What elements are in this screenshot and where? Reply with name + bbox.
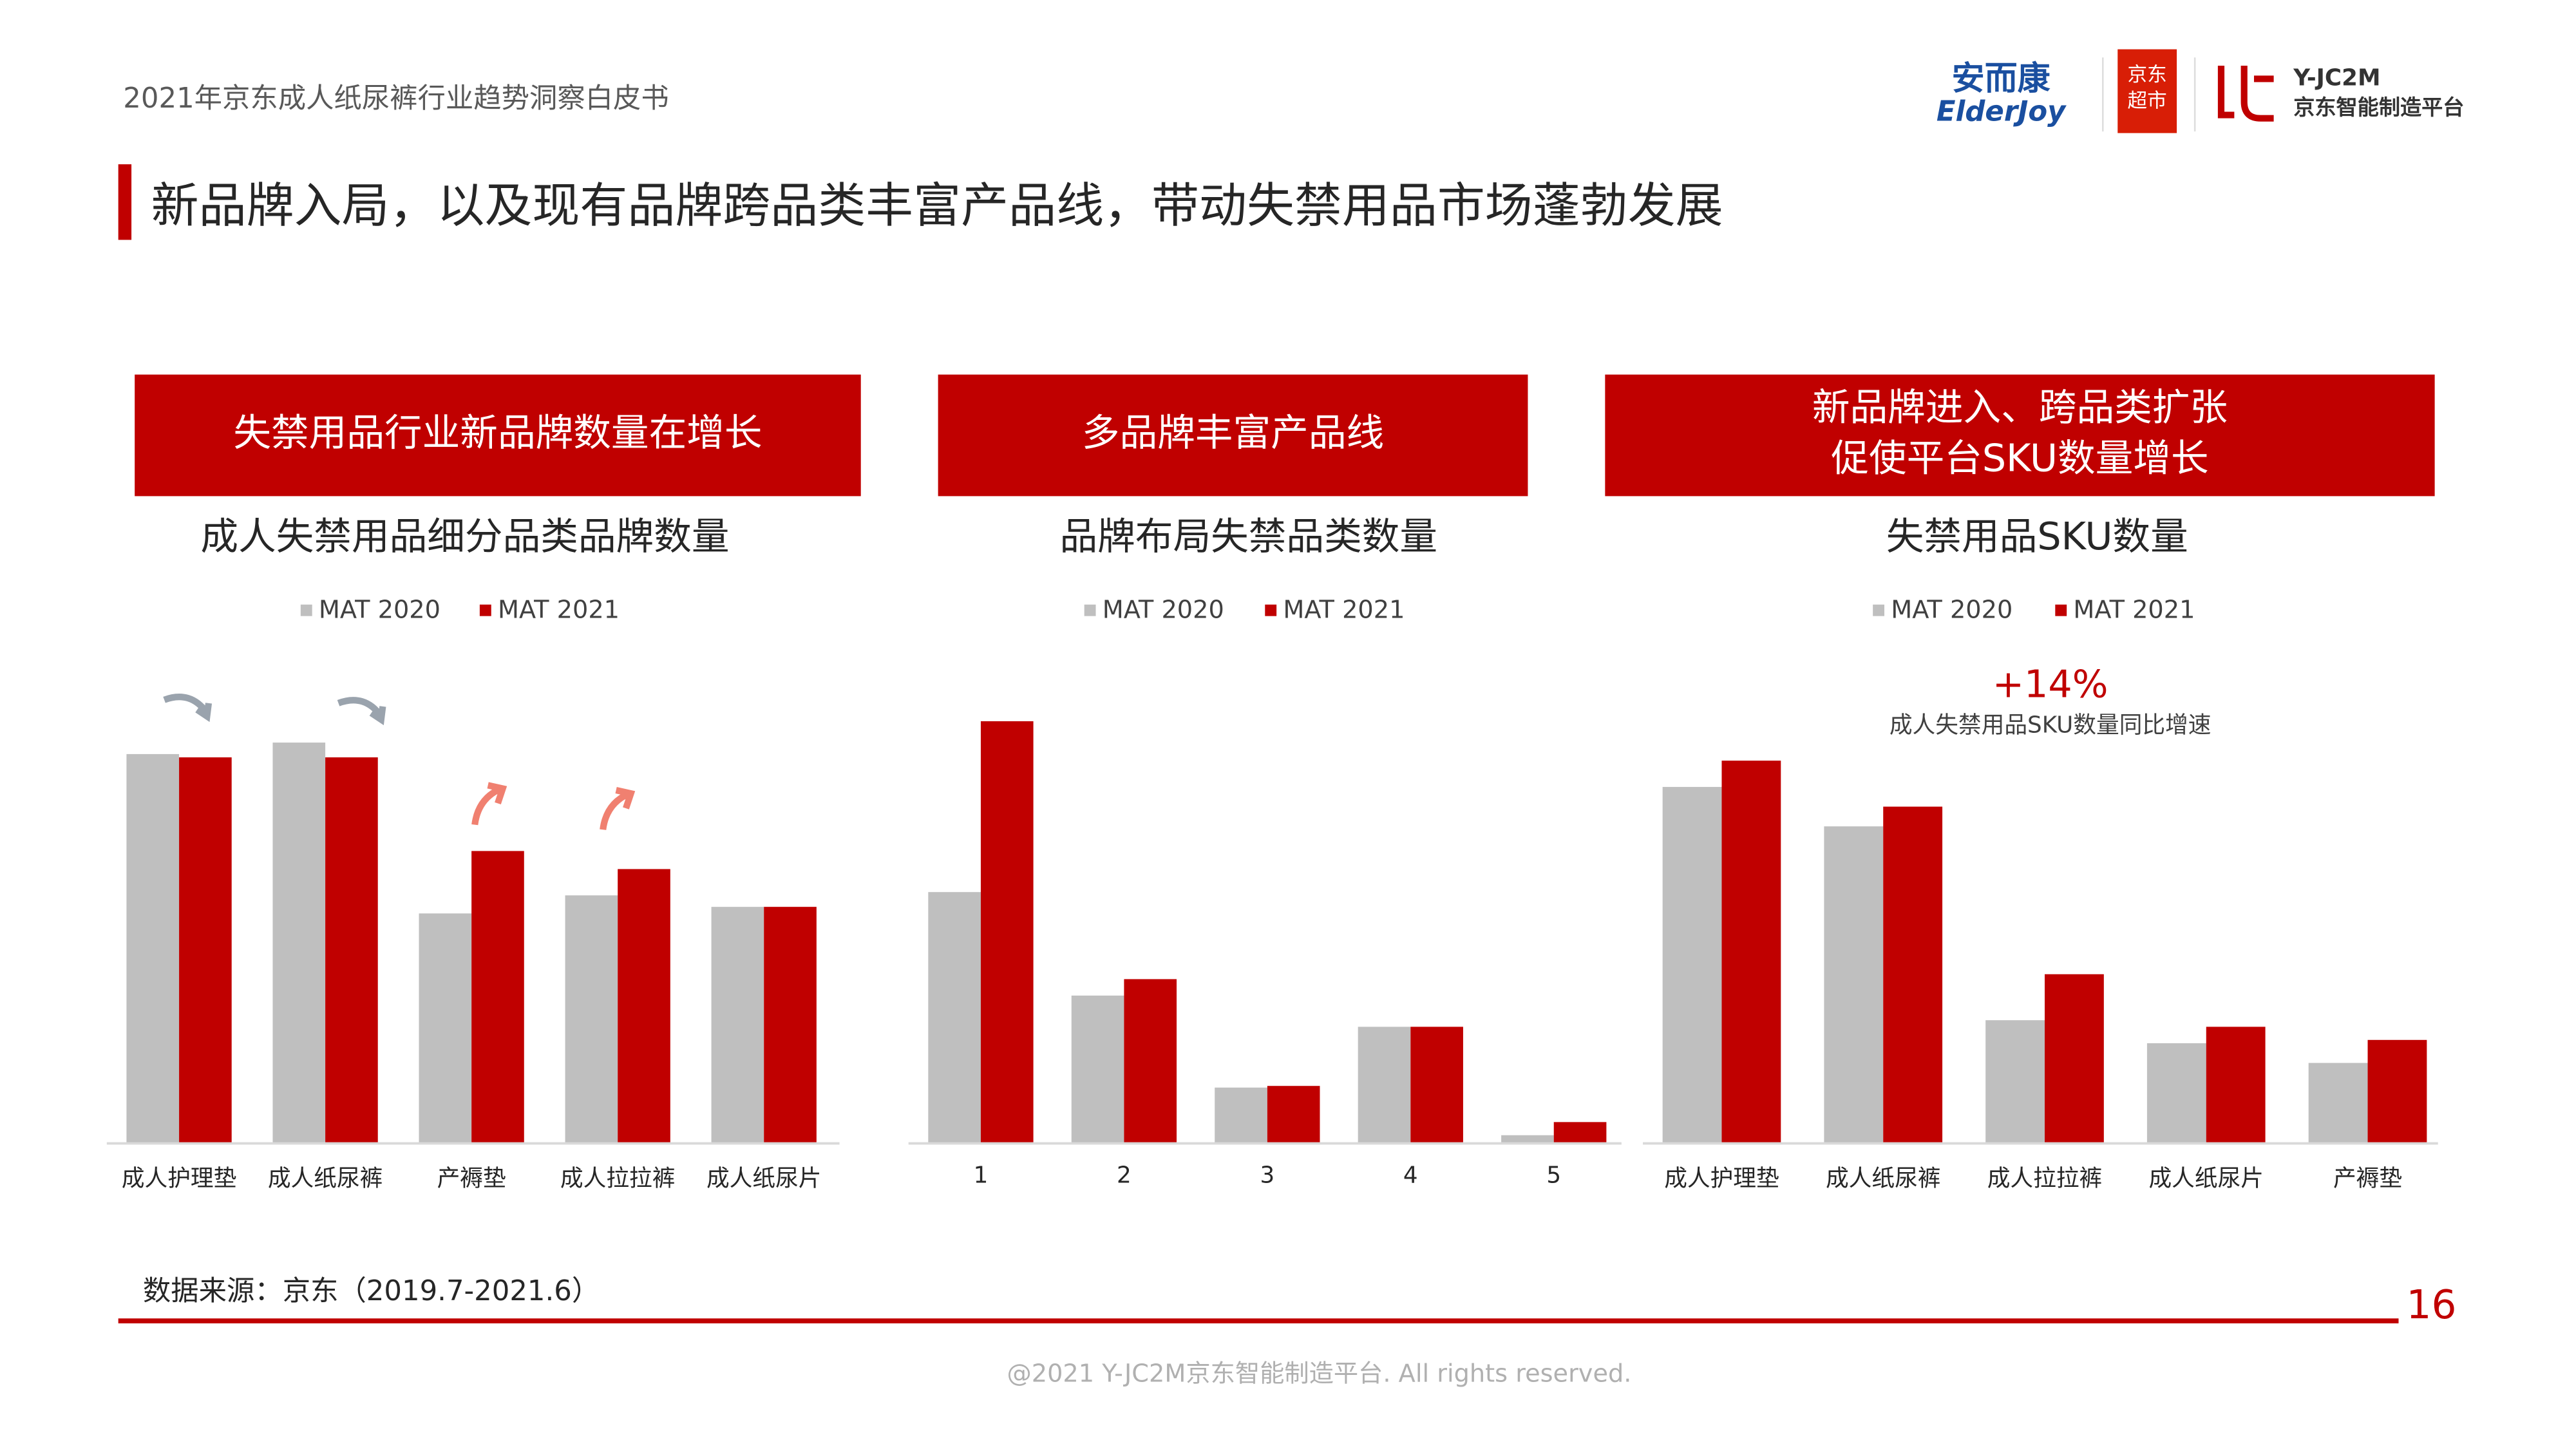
- bar: [179, 757, 232, 1144]
- bar: [1358, 1027, 1411, 1144]
- x-tick-label: 1: [974, 1162, 989, 1189]
- logo-text: ElderJoy: [1937, 96, 2067, 128]
- x-tick-label: 产褥垫: [437, 1166, 506, 1192]
- legend-label: MAT 2020: [1103, 595, 1224, 624]
- bar: [272, 743, 326, 1144]
- bar: [1267, 1086, 1320, 1144]
- x-tick-label: 产褥垫: [2333, 1166, 2402, 1192]
- bar: [1553, 1122, 1607, 1144]
- bar: [1883, 806, 1943, 1144]
- x-tick-label: 成人纸尿裤: [1826, 1166, 1941, 1192]
- banner-text: 促使平台SKU数量增长: [1831, 437, 2208, 480]
- bar: [928, 892, 981, 1144]
- bar: [2146, 1043, 2206, 1144]
- banner-text: 失禁用品行业新品牌数量在增长: [233, 411, 762, 455]
- legend-label: MAT 2020: [1891, 595, 2012, 624]
- chart-title: 失禁用品SKU数量: [1886, 515, 2188, 558]
- report-title: 2021年京东成人纸尿裤行业趋势洞察白皮书: [123, 82, 668, 115]
- x-tick-label: 成人纸尿片: [706, 1166, 822, 1192]
- banner: [938, 374, 1528, 497]
- x-tick-label: 成人拉拉裤: [1987, 1166, 2103, 1192]
- bar: [1215, 1087, 1267, 1144]
- x-tick-label: 成人护理垫: [1664, 1166, 1779, 1192]
- bar: [618, 869, 670, 1144]
- bar: [764, 907, 817, 1144]
- banner-text: 多品牌丰富产品线: [1082, 411, 1384, 455]
- logo-text: 安而康: [1952, 60, 2050, 98]
- bar: [1410, 1027, 1463, 1144]
- x-tick-label: 成人纸尿片: [2148, 1166, 2264, 1192]
- bar: [325, 757, 378, 1144]
- bar: [1662, 786, 1722, 1144]
- legend-label: MAT 2020: [319, 595, 440, 624]
- x-tick-label: 成人护理垫: [122, 1166, 237, 1192]
- decor-arrow: [600, 787, 636, 831]
- legend-swatch: [479, 604, 491, 616]
- headline: 新品牌入局，以及现有品牌跨品类丰富产品线，带动失禁用品市场蓬勃发展: [151, 178, 1723, 233]
- legend-label: MAT 2021: [498, 595, 620, 624]
- logo-text: 京东智能制造平台: [2293, 95, 2464, 120]
- x-tick-label: 3: [1260, 1162, 1274, 1189]
- decor-arrow: [337, 697, 386, 726]
- bar: [2367, 1039, 2427, 1144]
- bar: [1501, 1135, 1554, 1144]
- decor-arrow: [163, 694, 213, 723]
- source: 数据来源：京东（2019.7-2021.6）: [143, 1275, 600, 1307]
- logo-text: Y-JC2M: [2293, 64, 2380, 91]
- headline-marker: [118, 164, 132, 240]
- decor-arrow: [471, 782, 507, 826]
- banner-text: 新品牌进入、跨品类扩张: [1812, 386, 2228, 430]
- chart-title: 品牌布局失禁品类数量: [1059, 515, 1437, 558]
- bar: [2206, 1027, 2266, 1144]
- copyright: @2021 Y-JC2M京东智能制造平台. All rights reserve…: [1007, 1359, 1632, 1388]
- x-tick-label: 4: [1403, 1162, 1418, 1189]
- bar: [1721, 761, 1781, 1144]
- bar: [1985, 1020, 2045, 1144]
- logo-text: 超市: [2128, 90, 2167, 113]
- x-tick-label: 成人纸尿裤: [268, 1166, 383, 1192]
- legend-swatch: [1873, 604, 1885, 616]
- bar: [2045, 974, 2104, 1144]
- bar: [1071, 995, 1124, 1144]
- legend-swatch: [1265, 604, 1277, 616]
- x-tick-label: 5: [1546, 1162, 1561, 1189]
- legend-swatch: [300, 604, 312, 616]
- chart-title: 成人失禁用品细分品类品牌数量: [200, 515, 729, 558]
- annotation: +14%: [1993, 662, 2108, 706]
- bar: [711, 907, 764, 1144]
- page-number: 16: [2407, 1282, 2457, 1328]
- x-tick-label: 2: [1117, 1162, 1132, 1189]
- bar: [980, 721, 1034, 1144]
- bar: [419, 913, 472, 1144]
- logo-text: 京东: [2128, 64, 2167, 86]
- logo-box: [2117, 49, 2177, 133]
- legend-swatch: [2055, 604, 2067, 616]
- bar: [565, 895, 618, 1144]
- legend-label: MAT 2021: [1283, 595, 1405, 624]
- x-tick-label: 成人拉拉裤: [560, 1166, 676, 1192]
- legend-swatch: [1084, 604, 1096, 616]
- bar: [2308, 1063, 2368, 1144]
- logo-mark: [2217, 66, 2274, 122]
- legend-label: MAT 2021: [2073, 595, 2195, 624]
- bar: [1124, 979, 1177, 1144]
- bar: [1824, 826, 1884, 1144]
- bar: [126, 753, 180, 1144]
- banner: [1605, 374, 2435, 497]
- annotation: 成人失禁用品SKU数量同比增速: [1889, 712, 2211, 739]
- banner: [135, 374, 861, 497]
- bar: [471, 851, 524, 1144]
